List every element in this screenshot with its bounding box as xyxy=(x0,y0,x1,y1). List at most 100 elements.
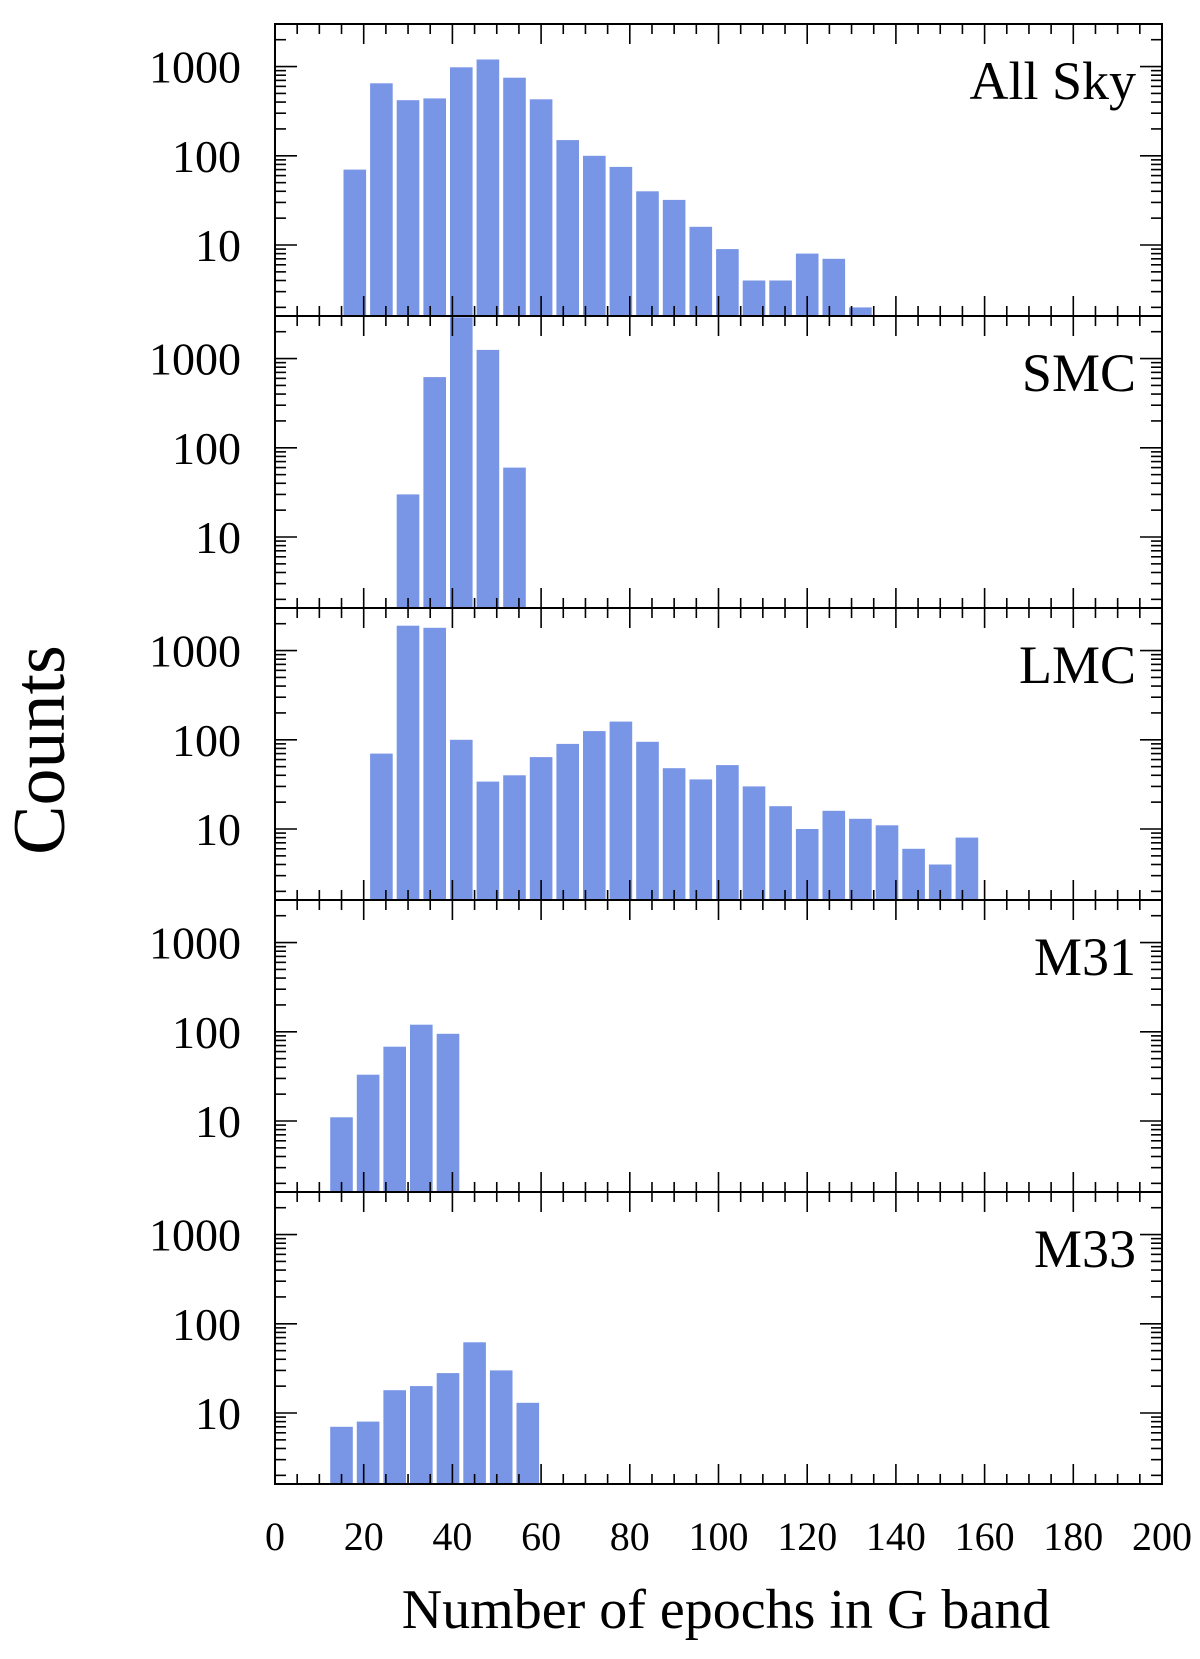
bar xyxy=(529,99,553,316)
bar xyxy=(955,837,979,900)
y-tick-label: 10 xyxy=(195,512,241,563)
panel-frame xyxy=(274,1191,1163,1485)
x-tick-label: 160 xyxy=(955,1514,1015,1559)
y-tick-label: 1000 xyxy=(149,334,241,385)
x-tick-label: 60 xyxy=(521,1514,561,1559)
x-tick-label: 140 xyxy=(866,1514,926,1559)
bar xyxy=(489,1370,513,1484)
bar xyxy=(476,781,500,900)
bar xyxy=(875,825,899,900)
bar xyxy=(396,625,420,900)
bar xyxy=(450,317,473,608)
y-tick-label: 100 xyxy=(172,1007,241,1058)
bar xyxy=(636,741,659,900)
bar xyxy=(423,377,446,608)
bar xyxy=(370,83,393,316)
bar xyxy=(450,67,473,316)
bar xyxy=(396,100,420,316)
panel-label: M31 xyxy=(1034,927,1136,987)
bar xyxy=(423,627,446,900)
bar xyxy=(769,280,792,316)
bar xyxy=(450,739,473,900)
panel-label: SMC xyxy=(1022,343,1136,403)
y-tick-label: 1000 xyxy=(149,918,241,969)
bar xyxy=(662,199,686,316)
bar xyxy=(609,721,633,900)
bar xyxy=(529,757,553,900)
bar xyxy=(902,848,925,900)
y-tick-label: 10 xyxy=(195,1096,241,1147)
bar xyxy=(476,349,500,608)
bar xyxy=(689,226,713,316)
y-tick-label: 10 xyxy=(195,804,241,855)
bar xyxy=(849,307,872,316)
bar xyxy=(769,806,792,900)
panel-label: All Sky xyxy=(969,51,1136,111)
bar xyxy=(330,1426,353,1484)
bar xyxy=(556,140,579,316)
bar xyxy=(742,280,766,316)
panel-smc: 10 100 1000 SMC xyxy=(149,315,1163,609)
bar xyxy=(410,1386,433,1484)
panel-label: LMC xyxy=(1019,635,1136,695)
bar xyxy=(742,786,766,900)
bar xyxy=(423,98,446,317)
x-tick-label: 120 xyxy=(777,1514,837,1559)
bar xyxy=(396,494,420,608)
bar xyxy=(343,169,367,316)
bar xyxy=(330,1117,353,1192)
bar xyxy=(795,829,819,900)
bar xyxy=(516,1402,540,1484)
panel-m31: 10 100 1000 M31 xyxy=(149,899,1163,1193)
bar xyxy=(383,1390,406,1484)
bar xyxy=(503,775,526,900)
panel-label: M33 xyxy=(1034,1219,1136,1279)
x-tick-label: 20 xyxy=(344,1514,384,1559)
bar xyxy=(583,155,606,316)
bar xyxy=(436,1033,460,1192)
bar xyxy=(636,191,659,316)
x-tick-label: 0 xyxy=(265,1514,285,1559)
bar xyxy=(716,249,739,316)
bar xyxy=(662,768,686,900)
bar xyxy=(503,467,526,608)
y-tick-label: 10 xyxy=(195,220,241,271)
y-tick-label: 100 xyxy=(172,423,241,474)
bar xyxy=(383,1046,406,1192)
y-tick-label: 100 xyxy=(172,1299,241,1350)
bar xyxy=(356,1074,380,1192)
x-tick-label: 40 xyxy=(432,1514,472,1559)
bar xyxy=(928,864,952,900)
bar xyxy=(583,731,606,900)
bar xyxy=(356,1421,380,1484)
x-tick-label: 100 xyxy=(689,1514,749,1559)
bar xyxy=(795,253,819,316)
panel-all-sky: 10 100 1000 All Sky xyxy=(149,23,1163,317)
y-tick-label: 1000 xyxy=(149,626,241,677)
bar xyxy=(609,166,633,316)
y-tick-label: 1000 xyxy=(149,1210,241,1261)
x-tick-label: 180 xyxy=(1043,1514,1103,1559)
bar xyxy=(689,779,713,900)
bar xyxy=(556,743,579,900)
y-tick-label: 100 xyxy=(172,715,241,766)
bar xyxy=(822,258,846,316)
y-tick-label: 1000 xyxy=(149,42,241,93)
bar xyxy=(822,810,846,900)
bar xyxy=(370,753,393,900)
bar xyxy=(716,765,739,900)
bar xyxy=(503,77,526,316)
bar xyxy=(476,59,500,316)
y-tick-label: 10 xyxy=(195,1388,241,1439)
y-axis-title: Counts xyxy=(0,645,81,855)
bar xyxy=(410,1024,433,1192)
bar xyxy=(436,1373,460,1484)
panel-lmc: 10 100 1000 LMC xyxy=(149,607,1163,901)
bar xyxy=(849,818,872,900)
x-tick-label: 200 xyxy=(1132,1514,1192,1559)
y-tick-label: 100 xyxy=(172,131,241,182)
panel-m33: 10 100 1000 M33 xyxy=(149,1191,1163,1485)
bar xyxy=(463,1342,486,1484)
